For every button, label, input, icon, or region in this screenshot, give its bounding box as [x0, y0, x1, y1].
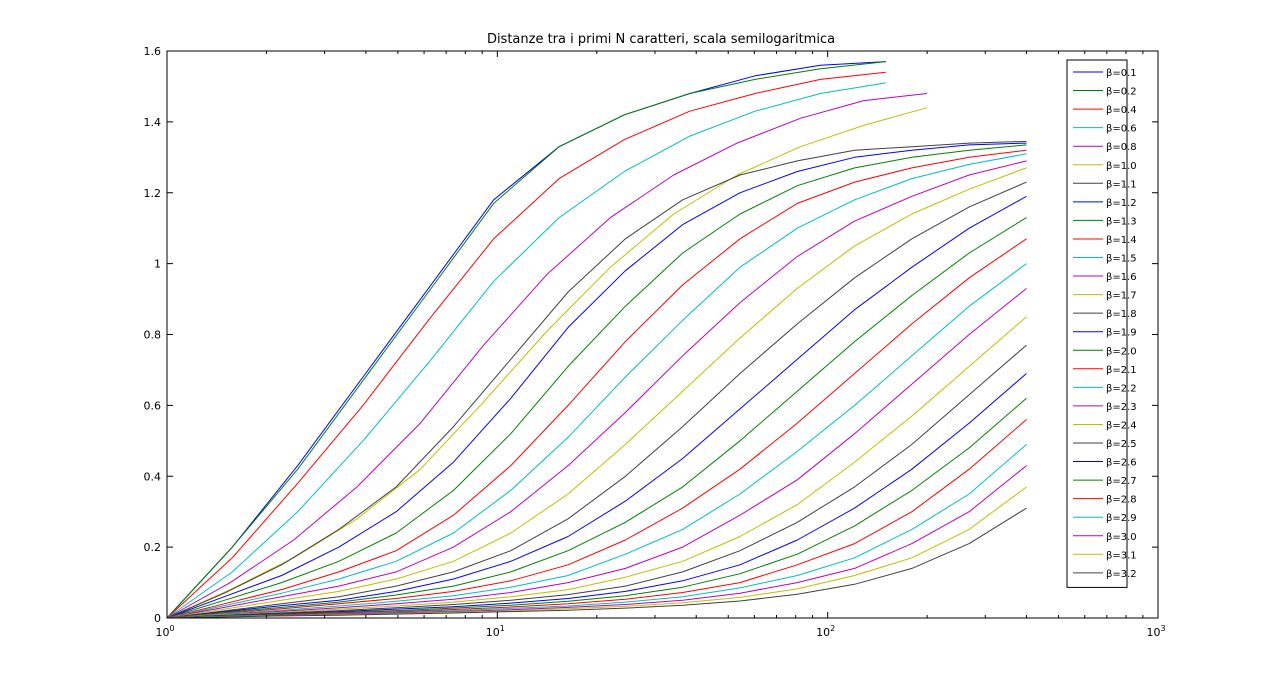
series-line-16: [166, 217, 1027, 619]
legend-label: β=1.6: [1106, 272, 1137, 283]
y-tick-label: 1: [154, 258, 161, 271]
legend-label: β=1.5: [1106, 254, 1137, 265]
series-line-18: [166, 263, 1027, 619]
series-line-15: [166, 195, 1027, 619]
legend-label: β=1.2: [1106, 198, 1137, 209]
series-line-3: [166, 71, 886, 619]
x-tick-label-exponent: 1: [500, 624, 505, 633]
series-line-14: [166, 181, 1027, 619]
x-tick-label: 101: [486, 624, 505, 639]
series-line-5: [166, 93, 928, 619]
series-line-20: [166, 316, 1027, 619]
y-tick-label: 1.6: [144, 45, 162, 58]
legend-label: β=2.4: [1106, 420, 1137, 431]
series-line-24: [166, 419, 1027, 619]
series-line-28: [166, 507, 1027, 619]
series-line-26: [166, 465, 1027, 619]
legend-label: β=2.2: [1106, 383, 1137, 394]
legend-label: β=1.0: [1106, 161, 1137, 172]
legend-label: β=0.8: [1106, 142, 1137, 153]
legend-box: [1066, 59, 1128, 588]
series-line-19: [166, 288, 1027, 619]
legend-label: β=2.6: [1106, 458, 1137, 469]
legend-label: β=2.5: [1106, 439, 1137, 450]
x-tick-label-exponent: 0: [169, 624, 174, 633]
legend-label: β=3.0: [1106, 532, 1137, 543]
legend-label: β=1.4: [1106, 235, 1137, 246]
y-tick-label: 0.6: [144, 399, 162, 412]
legend-label: β=2.3: [1106, 402, 1137, 413]
x-tick-label-base: 10: [486, 626, 500, 639]
legend-label: β=1.9: [1106, 328, 1137, 339]
legend-label: β=2.0: [1106, 346, 1137, 357]
legend-label: β=0.6: [1106, 124, 1137, 135]
series-line-22: [166, 373, 1027, 619]
legend-label: β=3.1: [1106, 550, 1137, 561]
y-tick-label: 1.4: [144, 116, 162, 129]
series-line-8: [166, 142, 1027, 619]
legend-label: β=0.1: [1106, 68, 1137, 79]
legend-label: β=1.1: [1106, 179, 1137, 190]
x-tick-label-base: 10: [155, 626, 169, 639]
legend-label: β=3.2: [1106, 569, 1137, 580]
y-tick-label: 0: [154, 612, 161, 625]
y-tick-label: 0.2: [144, 541, 162, 554]
legend-label: β=1.8: [1106, 309, 1137, 320]
series-line-21: [166, 344, 1027, 619]
chart-title: Distanze tra i primi N caratteri, scala …: [487, 32, 835, 47]
legend-label: β=0.4: [1106, 105, 1137, 116]
series-line-13: [166, 167, 1027, 619]
series-line-4: [166, 82, 886, 619]
legend-label: β=2.9: [1106, 513, 1137, 524]
series-line-1: [166, 61, 886, 619]
x-tick-label: 100: [155, 624, 174, 639]
legend-label: β=2.1: [1106, 365, 1137, 376]
y-tick-label: 1.2: [144, 187, 162, 200]
series-layer: [166, 61, 1027, 619]
series-line-7: [166, 140, 1027, 619]
series-line-11: [166, 153, 1027, 619]
legend-label: β=1.3: [1106, 216, 1137, 227]
series-line-17: [166, 238, 1027, 619]
x-tick-label-base: 10: [1146, 626, 1160, 639]
legend-label: β=2.7: [1106, 476, 1137, 487]
series-line-9: [166, 144, 1027, 619]
series-line-10: [166, 149, 1027, 619]
x-tick-label: 102: [816, 624, 835, 639]
x-tick-label-exponent: 2: [830, 624, 835, 633]
legend-label: β=0.2: [1106, 87, 1137, 98]
legend: β=0.1 β=0.2 β=0.4 β=0.6 β=0.8 β=1.0 β=1.1 β=1.2…: [1066, 59, 1137, 588]
x-tick-label-base: 10: [816, 626, 830, 639]
series-line-23: [166, 397, 1027, 619]
legend-label: β=1.7: [1106, 291, 1137, 302]
y-tick-label: 0.8: [144, 329, 162, 342]
x-tick-label: 103: [1146, 624, 1165, 639]
series-line-2: [166, 61, 886, 619]
x-tick-label-exponent: 3: [1160, 624, 1165, 633]
legend-label: β=2.8: [1106, 495, 1137, 506]
y-tick-label: 0.4: [144, 470, 162, 483]
series-line-12: [166, 160, 1027, 619]
